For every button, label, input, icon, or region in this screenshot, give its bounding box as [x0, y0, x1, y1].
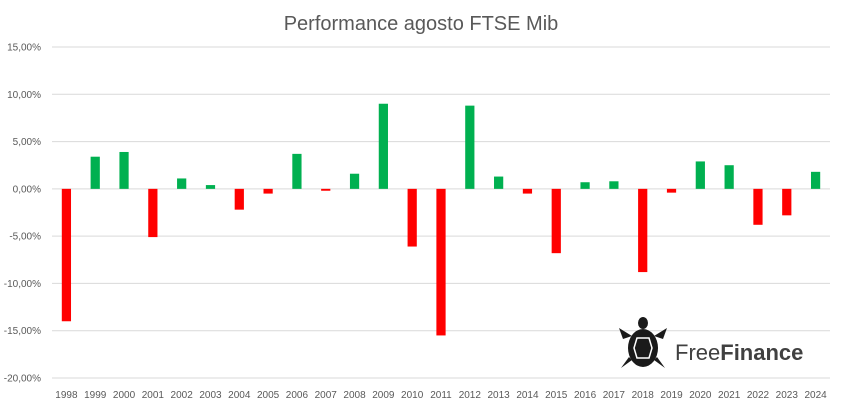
bar-2021 — [724, 165, 734, 189]
x-tick-label: 2010 — [401, 390, 424, 401]
x-axis-tick-labels: 1998 1999 2000 2001 2002 2003 2004 2005 2006 2007… — [55, 390, 827, 401]
y-axis-tick-labels: 15,00% 10,00% 5,00% 0,00% -5,00% -10,00% -15,0… — [4, 43, 41, 385]
bar-2019 — [666, 188, 677, 193]
logo-text-free: Free — [675, 340, 720, 365]
y-tick-label: -10,00% — [4, 279, 41, 290]
bar-2002 — [177, 178, 187, 189]
bar-2016 — [580, 182, 590, 189]
x-tick-label: 2000 — [113, 390, 136, 401]
x-tick-label: 2002 — [171, 390, 194, 401]
x-tick-label: 2004 — [228, 390, 251, 401]
x-tick-label: 2001 — [142, 390, 165, 401]
bar-2008 — [349, 173, 360, 189]
bar-2014 — [522, 188, 533, 194]
x-tick-label: 2012 — [459, 390, 482, 401]
x-tick-label: 2020 — [689, 390, 712, 401]
bars — [61, 103, 821, 336]
x-tick-label: 2007 — [315, 390, 338, 401]
bar-1998 — [61, 188, 72, 322]
y-tick-label: 15,00% — [7, 43, 41, 54]
bar-2011 — [436, 188, 446, 336]
y-tick-label: 10,00% — [7, 90, 41, 101]
x-tick-label: 2019 — [660, 390, 683, 401]
y-tick-label: -5,00% — [9, 232, 41, 243]
svg-text:FreeFinance: FreeFinance — [675, 340, 803, 365]
bar-2012 — [465, 105, 475, 189]
x-tick-label: 2024 — [804, 390, 827, 401]
y-tick-label: 5,00% — [13, 137, 41, 148]
bar-2009 — [378, 103, 388, 189]
x-tick-label: 2015 — [545, 390, 568, 401]
x-tick-label: 2017 — [603, 390, 626, 401]
bar-2022 — [753, 188, 763, 225]
bar-2015 — [551, 188, 561, 254]
bar-2018 — [638, 188, 648, 273]
x-tick-label: 2006 — [286, 390, 309, 401]
chart-title: Performance agosto FTSE Mib — [284, 13, 559, 35]
x-tick-label: 2023 — [776, 390, 799, 401]
logo-text-finance: Finance — [720, 340, 803, 365]
bar-2013 — [494, 176, 504, 189]
x-tick-label: 1998 — [55, 390, 78, 401]
bar-2000 — [119, 151, 129, 189]
x-tick-label: 2018 — [632, 390, 655, 401]
x-tick-label: 2009 — [372, 390, 395, 401]
x-tick-label: 2008 — [343, 390, 366, 401]
bar-2024 — [810, 171, 821, 189]
x-tick-label: 2014 — [516, 390, 539, 401]
x-tick-label: 2013 — [488, 390, 511, 401]
x-tick-label: 2016 — [574, 390, 597, 401]
y-tick-label: -20,00% — [4, 374, 41, 385]
x-tick-label: 2022 — [747, 390, 770, 401]
bar-2005 — [263, 188, 273, 194]
bar-2010 — [407, 188, 417, 247]
bar-2020 — [695, 161, 705, 189]
x-tick-label: 2011 — [430, 390, 452, 401]
bar-2001 — [148, 188, 158, 238]
y-tick-label: -15,00% — [4, 326, 41, 337]
x-tick-label: 2003 — [199, 390, 222, 401]
freefinance-logo: FreeFinance — [619, 317, 803, 368]
y-tick-label: 0,00% — [13, 184, 41, 195]
bar-2017 — [609, 181, 619, 189]
bar-1999 — [90, 156, 100, 189]
bar-2003 — [205, 185, 216, 189]
x-tick-label: 1999 — [84, 390, 107, 401]
bar-2023 — [782, 188, 792, 216]
turtle-icon — [619, 317, 667, 368]
bar-2004 — [234, 188, 244, 210]
x-tick-label: 2021 — [718, 390, 741, 401]
bar-2007 — [321, 188, 331, 191]
bar-2006 — [292, 153, 302, 189]
x-tick-label: 2005 — [257, 390, 280, 401]
